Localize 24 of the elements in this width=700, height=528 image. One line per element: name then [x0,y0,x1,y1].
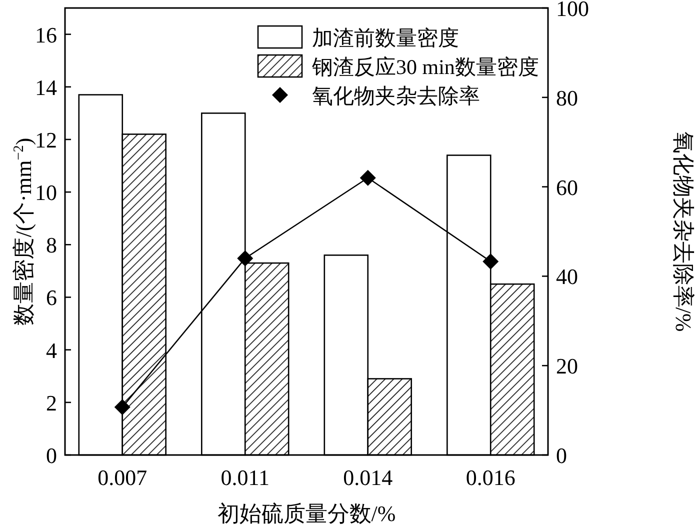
y-tick-label: 8 [46,232,57,258]
y-tick-label: 10 [35,180,57,206]
y-tick-label: 6 [46,285,57,310]
y2-tick-label: 20 [556,354,578,379]
y-tick-label: 4 [46,338,57,363]
y2-tick-label: 40 [556,264,578,290]
x-tick-label: 0.011 [220,465,270,490]
y2-tick-label: 100 [556,0,589,21]
x-tick-label: 0.014 [343,465,393,490]
y2-axis-title: 氧化物夹杂去除率/% [671,131,696,332]
y2-tick-label: 80 [556,85,578,110]
y2-tick-label: 0 [556,443,567,468]
x-axis-title: 初始硫质量分数/% [217,501,396,526]
legend-label: 钢渣反应30 min数量密度 [311,55,539,79]
y-tick-label: 14 [35,74,57,100]
y-tick-label: 12 [35,127,57,152]
legend-label: 氧化物夹杂去除率 [312,84,480,108]
y-tick-label: 2 [46,390,57,416]
y-tick-label: 0 [46,443,57,468]
x-tick-label: 0.007 [98,465,148,490]
x-tick-label: 0.016 [466,465,516,490]
legend-label: 加渣前数量密度 [312,26,459,50]
y2-tick-label: 60 [556,174,578,200]
y-tick-label: 16 [35,22,57,48]
